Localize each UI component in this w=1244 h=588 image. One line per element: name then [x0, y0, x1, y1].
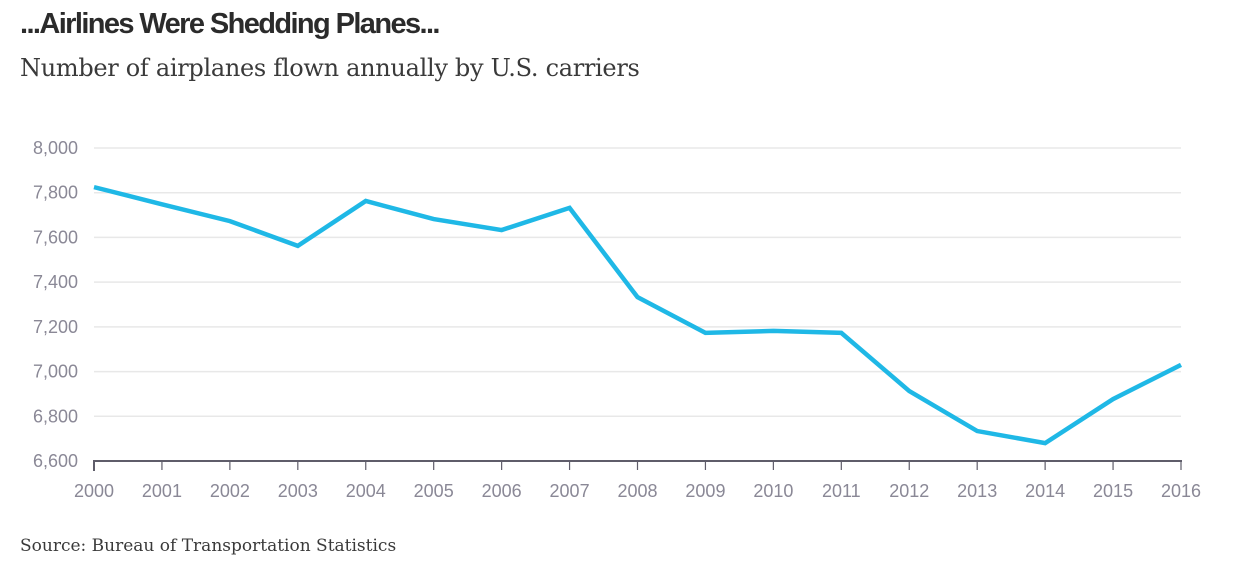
y-tick-label: 6,800: [33, 406, 78, 426]
x-tick-label: 2000: [74, 481, 114, 501]
x-tick-label: 2005: [414, 481, 454, 501]
x-tick-label: 2006: [482, 481, 522, 501]
y-axis-labels: 6,600 6,800 7,000 7,200 7,400 7,600 7,800 8,000: [33, 138, 78, 471]
x-tick-label: 2009: [685, 481, 725, 501]
y-tick-label: 7,400: [33, 272, 78, 292]
x-tick-label: 2001: [142, 481, 182, 501]
x-tick-label: 2002: [210, 481, 250, 501]
y-tick-label: 7,600: [33, 227, 78, 247]
gridlines: [94, 147, 1181, 418]
x-tick-label: 2007: [550, 481, 590, 501]
y-tick-label: 7,200: [33, 317, 78, 337]
y-tick-label: 7,000: [33, 362, 78, 382]
x-tick-label: 2013: [957, 481, 997, 501]
x-tick-label: 2008: [617, 481, 657, 501]
x-tick-label: 2011: [822, 481, 861, 501]
x-tick-label: 2003: [278, 481, 318, 501]
x-tick-label: 2010: [753, 481, 793, 501]
series-line: [93, 184, 1183, 446]
x-tick-label: 2016: [1161, 481, 1201, 501]
source-note: Source: Bureau of Transportation Statist…: [20, 536, 397, 556]
y-tick-label: 7,800: [33, 183, 78, 203]
x-tick-label: 2012: [889, 481, 929, 501]
y-tick-label: 8,000: [33, 138, 78, 158]
x-axis-labels: 2000 2001 2002 2003 2004 2005 2006 2007 2008 2009…: [74, 481, 1201, 501]
x-axis: [93, 460, 1182, 471]
y-tick-label: 6,600: [33, 451, 78, 471]
chart-title: ...Airlines Were Shedding Planes...: [20, 8, 440, 40]
x-tick-label: 2014: [1025, 481, 1065, 501]
x-tick-label: 2004: [346, 481, 386, 501]
chart-subtitle: Number of airplanes flown annually by U.…: [20, 54, 640, 82]
x-tick-label: 2015: [1093, 481, 1133, 501]
series-group: [93, 184, 1183, 446]
